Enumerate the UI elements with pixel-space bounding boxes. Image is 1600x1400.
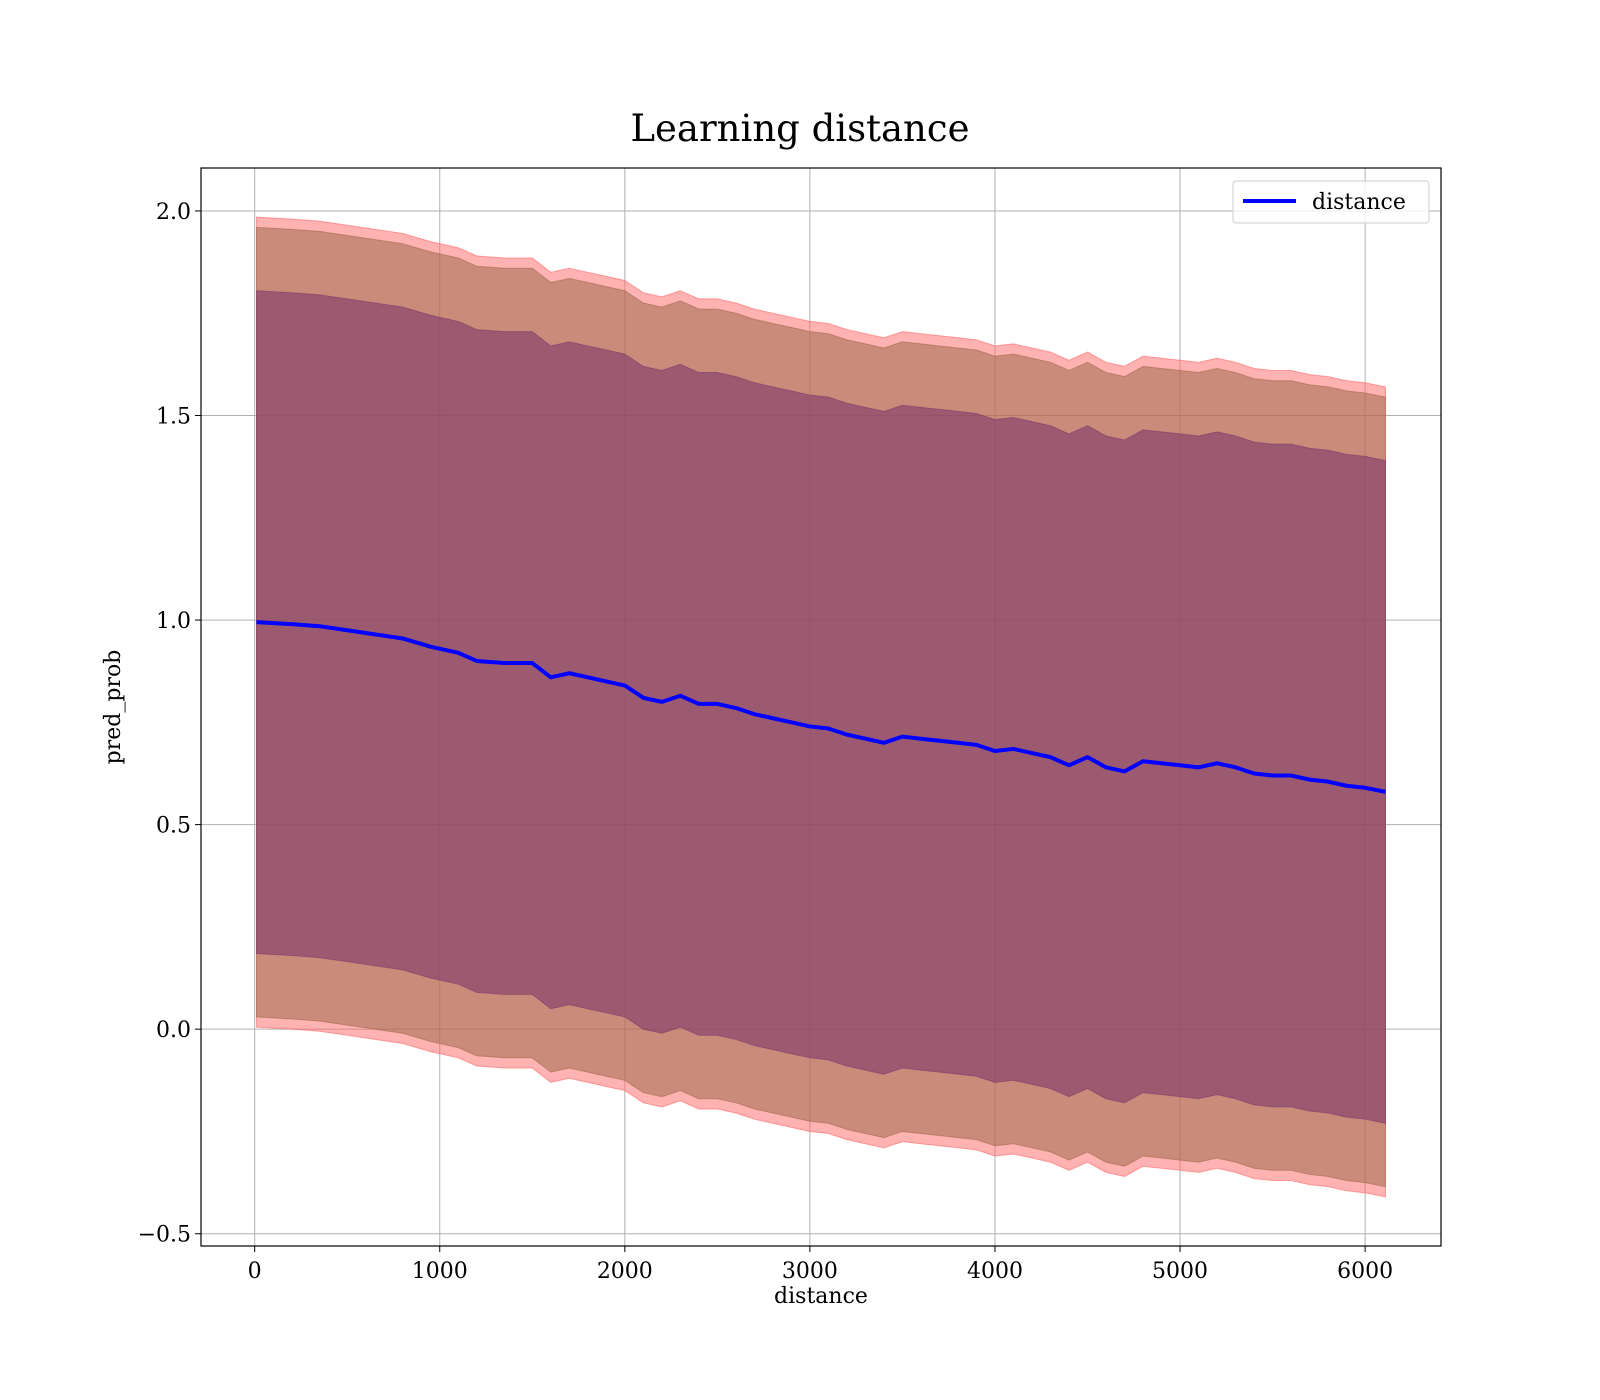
legend: distance xyxy=(1232,180,1430,224)
series-line-distance xyxy=(256,620,1386,794)
x-axis-title: distance xyxy=(774,1284,868,1309)
chart-title: Learning distance xyxy=(630,107,969,150)
legend-box xyxy=(1232,180,1430,224)
confidence-bands xyxy=(256,216,1386,1198)
y-tick-label: 1.5 xyxy=(156,405,191,430)
x-tick-label: 1000 xyxy=(412,1259,468,1284)
x-axis-ticks: 0 1000 2000 3000 4000 5000 6000 xyxy=(248,1246,1393,1284)
band-inner xyxy=(256,290,1386,1124)
y-tick-label: 0.0 xyxy=(156,1018,191,1043)
x-tick-label: 5000 xyxy=(1152,1259,1208,1284)
series-lines xyxy=(256,620,1386,794)
legend-label-distance: distance xyxy=(1312,190,1406,215)
y-tick-label: 1.0 xyxy=(156,609,191,634)
y-tick-label: −0.5 xyxy=(138,1223,191,1248)
y-axis-ticks: −0.5 0.0 0.5 1.0 1.5 2.0 xyxy=(138,200,201,1248)
x-tick-label: 4000 xyxy=(967,1259,1023,1284)
x-tick-label: 0 xyxy=(248,1259,262,1284)
plot-frame xyxy=(200,167,1442,1247)
x-tick-label: 6000 xyxy=(1337,1259,1393,1284)
y-axis-title: pred_prob xyxy=(101,650,126,765)
x-tick-label: 2000 xyxy=(597,1259,653,1284)
x-tick-label: 3000 xyxy=(782,1259,838,1284)
y-tick-label: 2.0 xyxy=(156,200,191,225)
y-tick-label: 0.5 xyxy=(156,814,191,839)
